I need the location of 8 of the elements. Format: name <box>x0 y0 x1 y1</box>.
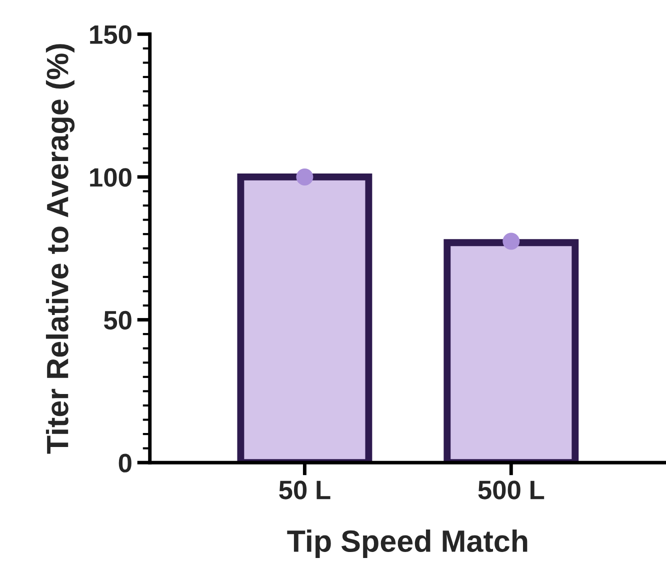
x-tick-label: 500 L <box>478 480 544 500</box>
y-tick-label: 150 <box>90 25 132 44</box>
y-axis-title: Titer Relative to Average (%) <box>46 44 75 454</box>
y-tick-label: 100 <box>90 168 132 187</box>
y-tick-label: 50 <box>104 310 132 330</box>
y-tick-label: 0 <box>118 454 132 472</box>
x-tick-label: 50 L <box>279 480 330 500</box>
x-axis-title: Tip Speed Match <box>287 530 528 558</box>
